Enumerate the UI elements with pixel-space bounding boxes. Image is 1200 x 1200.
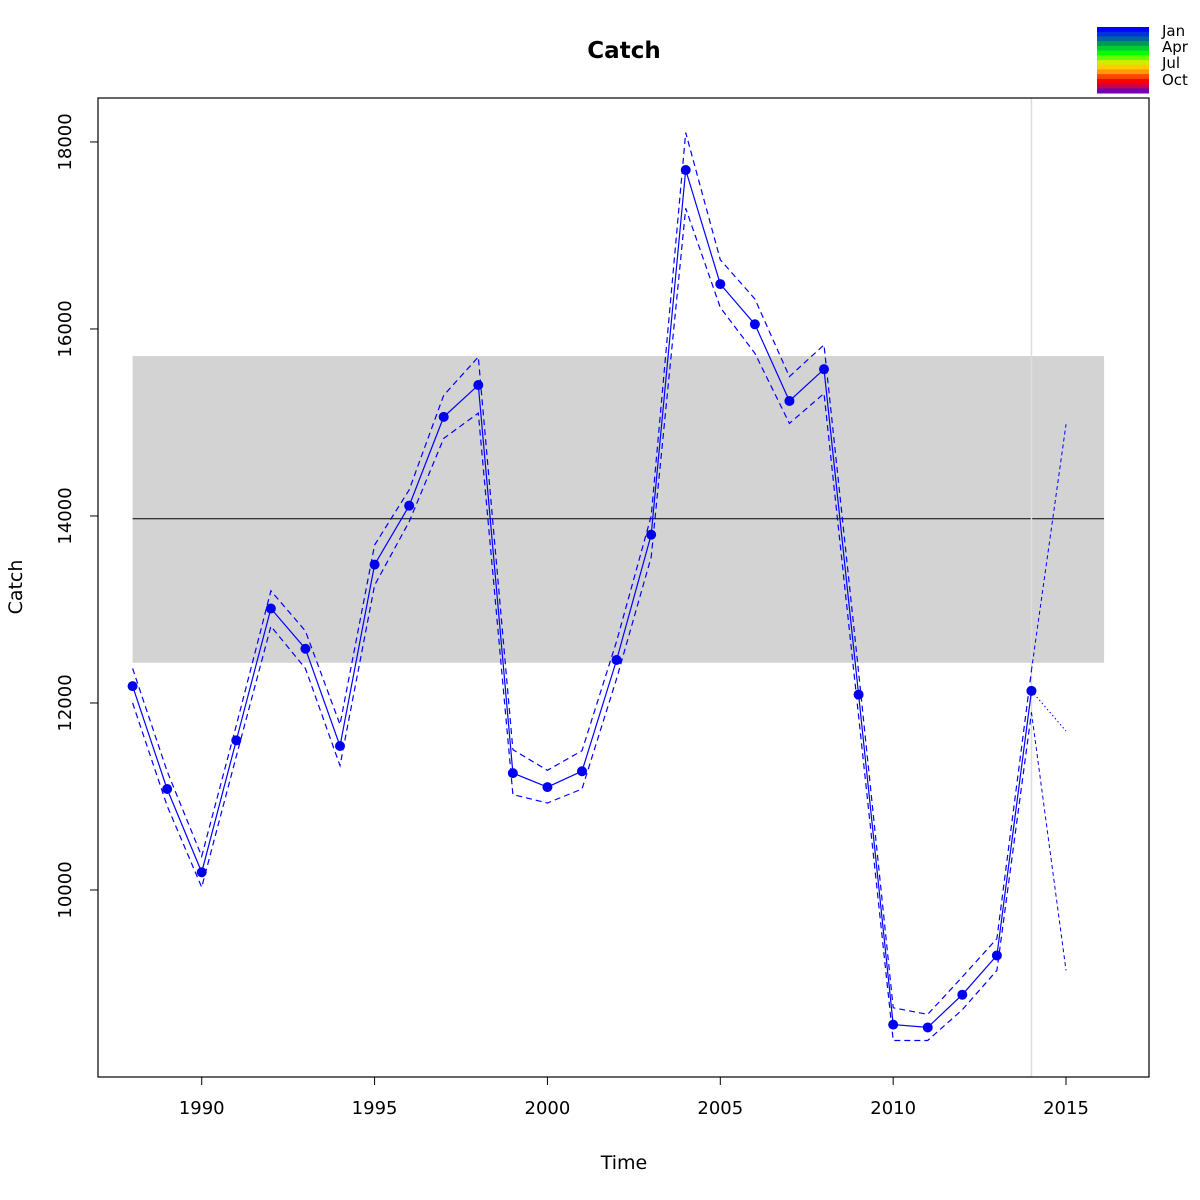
- y-tick-label: 10000: [55, 861, 76, 918]
- legend-label: Apr: [1162, 38, 1189, 56]
- x-tick-label: 1995: [352, 1098, 398, 1119]
- legend-swatch: [1097, 78, 1149, 85]
- legend-swatch: [1097, 55, 1149, 61]
- legend-swatch: [1097, 27, 1149, 33]
- data-point: [404, 500, 415, 511]
- forecast-line-center: [1031, 690, 1067, 732]
- data-point: [957, 989, 968, 1000]
- data-point: [127, 681, 138, 692]
- data-point: [300, 643, 311, 654]
- data-point: [265, 603, 276, 614]
- data-point: [196, 867, 207, 878]
- x-axis-label: Time: [600, 1152, 648, 1174]
- data-point: [749, 319, 760, 330]
- legend-label: Jan: [1161, 22, 1185, 40]
- x-tick-label: 1990: [179, 1098, 225, 1119]
- y-tick-label: 14000: [55, 487, 76, 544]
- chart-title: Catch: [587, 38, 660, 64]
- legend-label: Oct: [1162, 71, 1188, 89]
- legend-swatch: [1097, 69, 1149, 75]
- series-line-upper: [132, 132, 1033, 1016]
- data-point: [680, 164, 691, 175]
- legend-swatch: [1097, 50, 1149, 56]
- y-tick-label: 16000: [55, 300, 76, 357]
- y-tick-label: 18000: [55, 113, 76, 170]
- x-tick-label: 2005: [697, 1098, 743, 1119]
- points-layer: [127, 164, 1037, 1033]
- data-point: [888, 1019, 899, 1030]
- legend-swatch: [1097, 83, 1149, 89]
- data-point: [473, 380, 484, 391]
- data-point: [507, 768, 518, 779]
- data-point: [577, 766, 588, 777]
- data-point: [784, 395, 795, 406]
- legend-swatch: [1097, 64, 1149, 70]
- forecast-line-upper: [1030, 424, 1067, 671]
- legend-swatch: [1097, 45, 1149, 52]
- data-point: [819, 364, 830, 375]
- legend-swatch: [1097, 88, 1149, 94]
- legend-label: Jul: [1161, 54, 1180, 72]
- reference-band-layer: [132, 356, 1105, 663]
- data-point: [1026, 685, 1037, 696]
- legend-swatch: [1097, 41, 1149, 47]
- forecast-line-lower: [1030, 712, 1067, 971]
- y-axis: 10000 12000 14000 16000 18000: [55, 113, 99, 919]
- data-point: [715, 279, 726, 290]
- data-point: [611, 654, 622, 665]
- data-point: [542, 782, 553, 793]
- legend-swatch: [1097, 60, 1149, 66]
- x-tick-label: 2010: [870, 1098, 916, 1119]
- data-point: [438, 411, 449, 422]
- x-tick-label: 2015: [1043, 1098, 1089, 1119]
- y-axis-label: Catch: [5, 560, 27, 615]
- data-point: [335, 740, 346, 751]
- y-tick-label: 12000: [55, 674, 76, 731]
- x-axis: 1990 1995 2000 2005 2010 2015: [179, 1076, 1089, 1119]
- data-point: [369, 559, 380, 570]
- legend-swatch: [1097, 36, 1149, 42]
- data-point: [991, 950, 1002, 961]
- data-point: [162, 784, 173, 795]
- data-point: [231, 735, 242, 746]
- reference-band: [132, 356, 1105, 663]
- data-point: [922, 1022, 933, 1033]
- series-line-lower: [132, 208, 1033, 1042]
- legend-swatch: [1097, 74, 1149, 80]
- x-tick-label: 2000: [525, 1098, 571, 1119]
- data-point: [646, 529, 657, 540]
- data-point: [853, 689, 864, 700]
- legend-swatch: [1097, 31, 1149, 37]
